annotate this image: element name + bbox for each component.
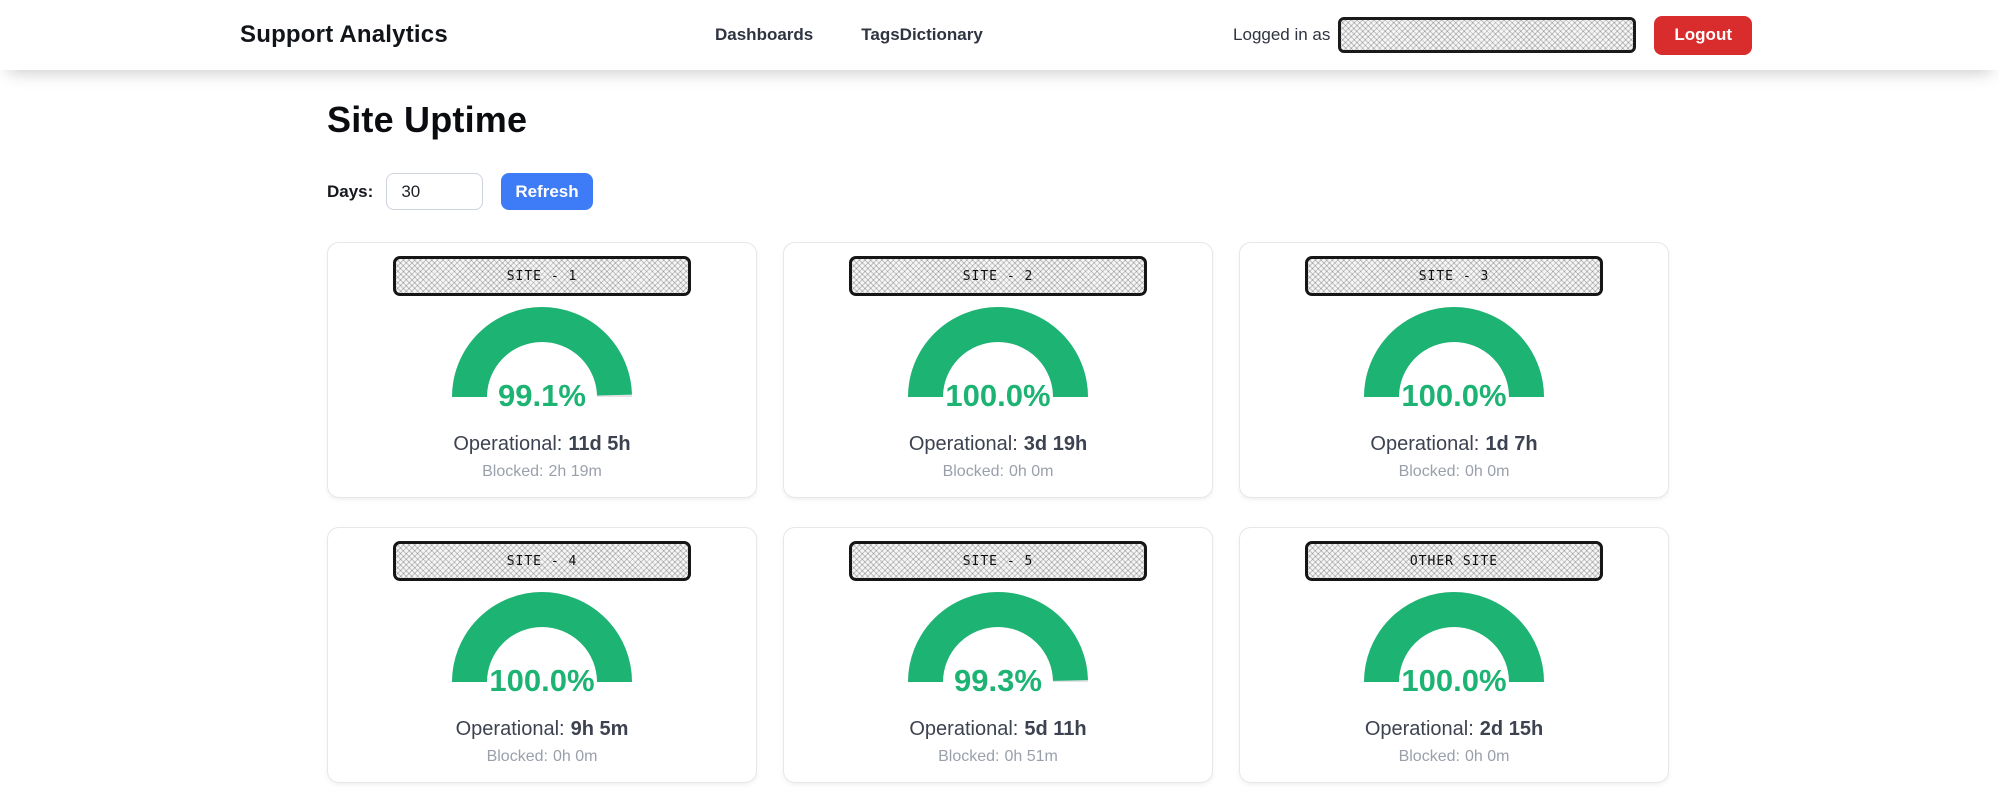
uptime-gauge-svg: 99.1% (452, 307, 632, 413)
blocked-value: 0h 0m (1464, 463, 1510, 480)
uptime-percentage: 100.0% (1401, 378, 1506, 413)
uptime-gauge: 99.3% (888, 592, 1108, 698)
operational-value: 2d 15h (1479, 718, 1544, 740)
blocked-line: Blocked: 2h 19m (482, 461, 602, 483)
logged-in-as-label: Logged in as (1233, 25, 1331, 44)
site-title-label: OTHER SITE (1409, 553, 1499, 569)
site-title-redacted-box: SITE - 4 (393, 541, 691, 581)
blocked-line: Blocked: 0h 0m (1399, 746, 1510, 768)
blocked-label: Blocked: (482, 463, 544, 480)
uptime-gauge-svg: 99.3% (908, 592, 1088, 698)
operational-value: 9h 5m (570, 718, 629, 740)
operational-value: 11d 5h (568, 433, 631, 455)
nav-link-dashboards[interactable]: Dashboards (715, 25, 814, 44)
blocked-value: 2h 19m (548, 463, 602, 480)
site-cards-grid: SITE - 1 99.1% Operational: 11d 5h Block… (327, 242, 1669, 783)
app-title: Support Analytics (240, 21, 448, 48)
operational-label: Operational: (455, 718, 565, 740)
operational-value: 5d 11h (1024, 718, 1087, 740)
site-title-label: SITE - 4 (506, 553, 578, 569)
operational-label: Operational: (1364, 718, 1474, 740)
days-input[interactable] (386, 173, 484, 210)
uptime-gauge-svg: 100.0% (1364, 592, 1544, 698)
blocked-value: 0h 0m (1008, 463, 1054, 480)
uptime-percentage: 99.3% (954, 663, 1042, 698)
days-controls: Days: Refresh (327, 173, 1669, 210)
site-title-label: SITE - 1 (506, 268, 578, 284)
site-title-redacted-box: SITE - 3 (1305, 256, 1603, 296)
blocked-line: Blocked: 0h 0m (943, 461, 1054, 483)
site-title-redacted-box: SITE - 1 (393, 256, 691, 296)
operational-line: Operational: 3d 19h (909, 431, 1087, 457)
site-card: OTHER SITE 100.0% Operational: 2d 15h Bl… (1239, 527, 1669, 783)
operational-label: Operational: (908, 433, 1018, 455)
site-card: SITE - 1 99.1% Operational: 11d 5h Block… (327, 242, 757, 498)
nav-link-tagsdictionary[interactable]: TagsDictionary (861, 25, 983, 44)
site-title-label: SITE - 2 (962, 268, 1034, 284)
main-content: Site Uptime Days: Refresh SITE - 1 99.1%… (327, 98, 1669, 783)
main-nav: Dashboards TagsDictionary (715, 25, 983, 45)
operational-label: Operational: (1370, 433, 1480, 455)
page-title: Site Uptime (327, 99, 528, 140)
gauge-fill-arc (452, 307, 632, 398)
app-header: Support Analytics Dashboards TagsDiction… (0, 0, 1999, 70)
operational-line: Operational: 9h 5m (456, 716, 629, 742)
blocked-label: Blocked: (486, 748, 548, 765)
site-card: SITE - 2 100.0% Operational: 3d 19h Bloc… (783, 242, 1213, 498)
gauge-fill-arc (908, 592, 1088, 683)
blocked-value: 0h 51m (1004, 748, 1058, 765)
uptime-gauge-svg: 100.0% (1364, 307, 1544, 413)
gauge-fill-arc (908, 307, 1088, 398)
blocked-label: Blocked: (1398, 463, 1460, 480)
logout-button[interactable]: Logout (1654, 15, 1752, 55)
operational-label: Operational: (909, 718, 1019, 740)
blocked-value: 0h 0m (552, 748, 598, 765)
uptime-gauge: 100.0% (1344, 307, 1564, 413)
blocked-line: Blocked: 0h 51m (938, 746, 1058, 768)
gauge-fill-arc (452, 592, 632, 683)
gauge-fill-arc (1364, 592, 1544, 683)
refresh-button[interactable]: Refresh (501, 173, 593, 210)
site-card: SITE - 3 100.0% Operational: 1d 7h Block… (1239, 242, 1669, 498)
blocked-value: 0h 0m (1464, 748, 1510, 765)
blocked-label: Blocked: (942, 463, 1004, 480)
uptime-gauge: 99.1% (432, 307, 652, 413)
gauge-fill-arc (1364, 307, 1544, 398)
header-user-area: Logged in as Logout (1233, 15, 1752, 55)
blocked-line: Blocked: 0h 0m (487, 746, 598, 768)
uptime-percentage: 100.0% (1401, 663, 1506, 698)
site-card: SITE - 4 100.0% Operational: 9h 5m Block… (327, 527, 757, 783)
username-redacted-box (1338, 17, 1637, 53)
operational-value: 1d 7h (1485, 433, 1538, 455)
operational-line: Operational: 2d 15h (1365, 716, 1543, 742)
uptime-gauge-svg: 100.0% (908, 307, 1088, 413)
days-label: Days: (327, 181, 374, 201)
site-title-redacted-box: SITE - 5 (849, 541, 1147, 581)
site-title-label: SITE - 5 (962, 553, 1034, 569)
operational-value: 3d 19h (1023, 433, 1088, 455)
blocked-line: Blocked: 0h 0m (1399, 461, 1510, 483)
operational-line: Operational: 11d 5h (453, 431, 630, 457)
blocked-label: Blocked: (938, 748, 1000, 765)
site-title-redacted-box: OTHER SITE (1305, 541, 1603, 581)
site-title-label: SITE - 3 (1418, 268, 1490, 284)
operational-line: Operational: 5d 11h (909, 716, 1086, 742)
uptime-percentage: 100.0% (945, 378, 1050, 413)
uptime-gauge: 100.0% (432, 592, 652, 698)
uptime-gauge: 100.0% (888, 307, 1108, 413)
uptime-percentage: 100.0% (489, 663, 594, 698)
operational-label: Operational: (453, 433, 563, 455)
uptime-percentage: 99.1% (498, 378, 586, 413)
uptime-gauge-svg: 100.0% (452, 592, 632, 698)
operational-line: Operational: 1d 7h (1370, 431, 1537, 457)
site-title-redacted-box: SITE - 2 (849, 256, 1147, 296)
site-card: SITE - 5 99.3% Operational: 5d 11h Block… (783, 527, 1213, 783)
uptime-gauge: 100.0% (1344, 592, 1564, 698)
blocked-label: Blocked: (1398, 748, 1460, 765)
